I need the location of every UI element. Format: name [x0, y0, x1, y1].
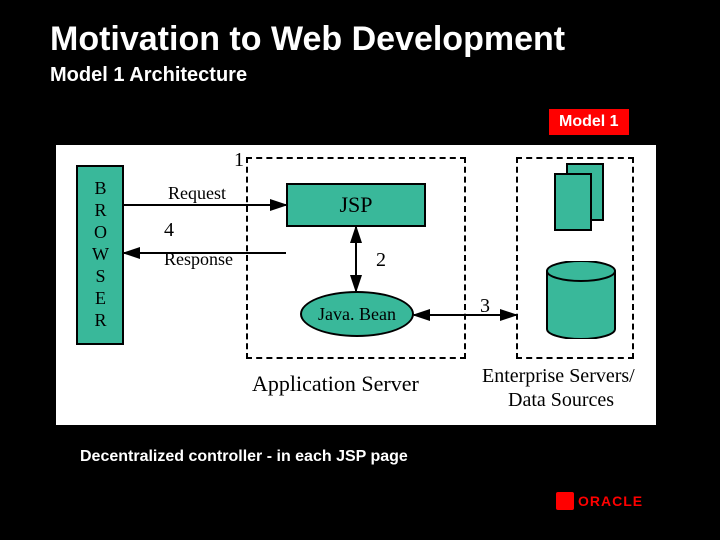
- step-2-label: 2: [376, 249, 386, 272]
- oracle-logo: ORACLE: [556, 492, 643, 510]
- model-badge: Model 1: [548, 108, 630, 136]
- step-1-label: 1: [234, 149, 244, 172]
- request-label: Request: [168, 183, 226, 204]
- enterprise-label-2: Data Sources: [508, 389, 614, 412]
- step-4-label: 4: [164, 219, 174, 242]
- response-label: Response: [164, 249, 233, 270]
- app-server-label: Application Server: [252, 371, 419, 397]
- architecture-diagram: BROWSER JSP Java. Bean 1 Request 4 Respo…: [56, 145, 656, 425]
- slide-title: Motivation to Web Development: [50, 20, 565, 59]
- slide-subtitle: Model 1 Architecture: [50, 64, 247, 87]
- slide-root: Motivation to Web Development Model 1 Ar…: [0, 0, 720, 540]
- oracle-logo-icon: [556, 492, 574, 510]
- enterprise-label-1: Enterprise Servers/: [482, 365, 635, 388]
- slide-caption: Decentralized controller - in each JSP p…: [80, 448, 408, 466]
- step-3-label: 3: [480, 295, 490, 318]
- oracle-logo-text: ORACLE: [578, 493, 643, 509]
